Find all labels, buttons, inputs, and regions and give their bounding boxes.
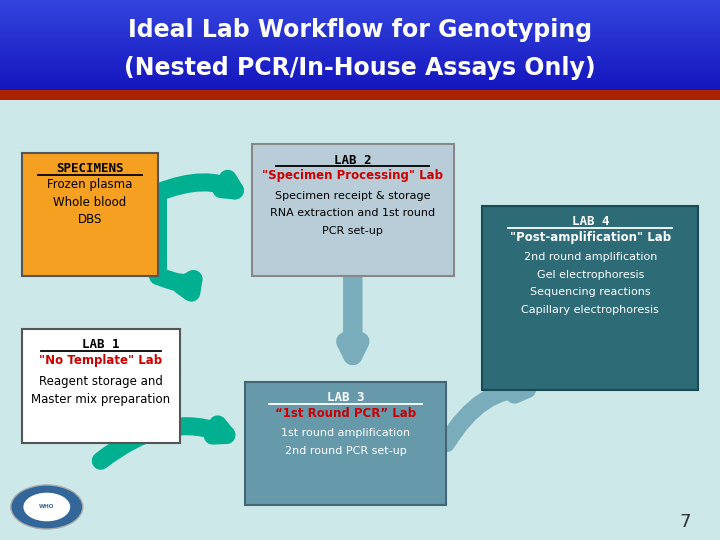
- Text: 2nd round amplification: 2nd round amplification: [523, 252, 657, 262]
- Text: Capillary electrophoresis: Capillary electrophoresis: [521, 305, 660, 315]
- Text: "Post-amplification" Lab: "Post-amplification" Lab: [510, 231, 671, 244]
- Text: LAB 4: LAB 4: [572, 215, 609, 228]
- Text: "No Template" Lab: "No Template" Lab: [39, 354, 163, 367]
- Text: LAB 3: LAB 3: [327, 392, 364, 404]
- Text: 1st round amplification: 1st round amplification: [281, 428, 410, 438]
- Text: 2nd round PCR set-up: 2nd round PCR set-up: [284, 446, 407, 456]
- Text: Specimen receipt & storage: Specimen receipt & storage: [275, 191, 431, 200]
- Text: LAB 2: LAB 2: [334, 153, 372, 167]
- Text: SPECIMENS: SPECIMENS: [56, 163, 124, 176]
- Text: Sequencing reactions: Sequencing reactions: [530, 287, 651, 298]
- Circle shape: [11, 485, 83, 529]
- FancyBboxPatch shape: [482, 206, 698, 390]
- FancyBboxPatch shape: [252, 144, 454, 276]
- Text: PCR set-up: PCR set-up: [323, 226, 383, 236]
- FancyBboxPatch shape: [22, 329, 180, 443]
- Text: “1st Round PCR” Lab: “1st Round PCR” Lab: [275, 407, 416, 420]
- Text: Frozen plasma: Frozen plasma: [48, 178, 132, 191]
- Text: LAB 1: LAB 1: [82, 339, 120, 352]
- Text: WHO: WHO: [39, 504, 55, 510]
- Circle shape: [23, 492, 71, 521]
- Text: "Specimen Processing" Lab: "Specimen Processing" Lab: [262, 170, 444, 183]
- Text: Whole blood: Whole blood: [53, 196, 127, 209]
- Text: Master mix preparation: Master mix preparation: [31, 393, 171, 406]
- Text: (Nested PCR/In-House Assays Only): (Nested PCR/In-House Assays Only): [124, 56, 596, 80]
- Text: RNA extraction and 1st round: RNA extraction and 1st round: [270, 208, 436, 218]
- Text: Gel electrophoresis: Gel electrophoresis: [536, 270, 644, 280]
- FancyBboxPatch shape: [245, 382, 446, 505]
- Bar: [0, 90, 720, 100]
- Text: 7: 7: [680, 513, 691, 531]
- Text: Reagent storage and: Reagent storage and: [39, 375, 163, 388]
- FancyBboxPatch shape: [22, 153, 158, 276]
- Text: DBS: DBS: [78, 213, 102, 226]
- Text: Ideal Lab Workflow for Genotyping: Ideal Lab Workflow for Genotyping: [128, 18, 592, 42]
